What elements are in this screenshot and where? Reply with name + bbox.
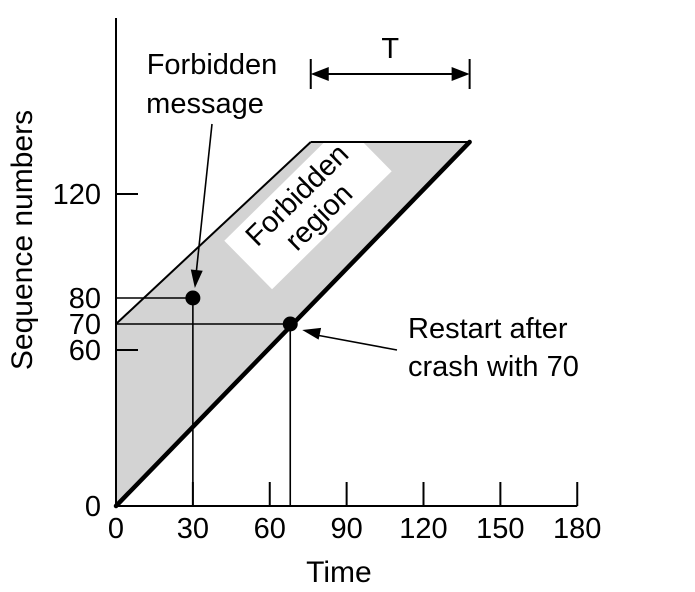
t-left-arrowhead (310, 67, 329, 81)
x-tick-label: 30 (177, 513, 209, 545)
forbidden-region-label-box (224, 122, 392, 290)
restart-point (282, 316, 298, 332)
x-axis-title: Time (306, 556, 372, 589)
y-tick-label: 80 (69, 283, 101, 315)
x-tick-label: 0 (108, 513, 124, 545)
rs-arrow-shaft (316, 334, 398, 351)
forbidden-message-arrow (190, 123, 213, 288)
x-tick-label: 150 (476, 513, 524, 545)
y-axis-title: Sequence numbers (6, 110, 39, 370)
restart-label-line-2: crash with 70 (408, 351, 579, 383)
rs-arrow-head (302, 327, 322, 340)
fm-arrow-shaft (195, 123, 213, 277)
upper-boundary-line (115, 141, 312, 325)
y-tick-label: 70 (69, 309, 101, 341)
restart-arrow (302, 327, 398, 351)
y-tick-label: 0 (85, 491, 101, 523)
x-tick-label: 120 (399, 513, 447, 545)
x-axis-ticks: 0 30 60 90 120 150 180 (108, 482, 601, 545)
y-tick-label: 60 (69, 335, 101, 367)
fm-arrow-head (190, 269, 203, 288)
x-tick-label: 60 (254, 513, 286, 545)
x-tick-label: 90 (330, 513, 362, 545)
guide-lines (116, 297, 292, 506)
forbidden-message-label-line-2: message (146, 88, 264, 120)
x-tick-label: 180 (553, 513, 601, 545)
t-right-arrowhead (451, 67, 470, 81)
forbidden-message-label-line-1: Forbidden (147, 49, 278, 81)
t-dimension-marker (309, 59, 471, 89)
y-tick-label: 120 (53, 179, 101, 211)
t-label: T (381, 33, 399, 65)
forbidden-message-point (185, 290, 201, 306)
restart-label-line-1: Restart after (408, 313, 568, 345)
